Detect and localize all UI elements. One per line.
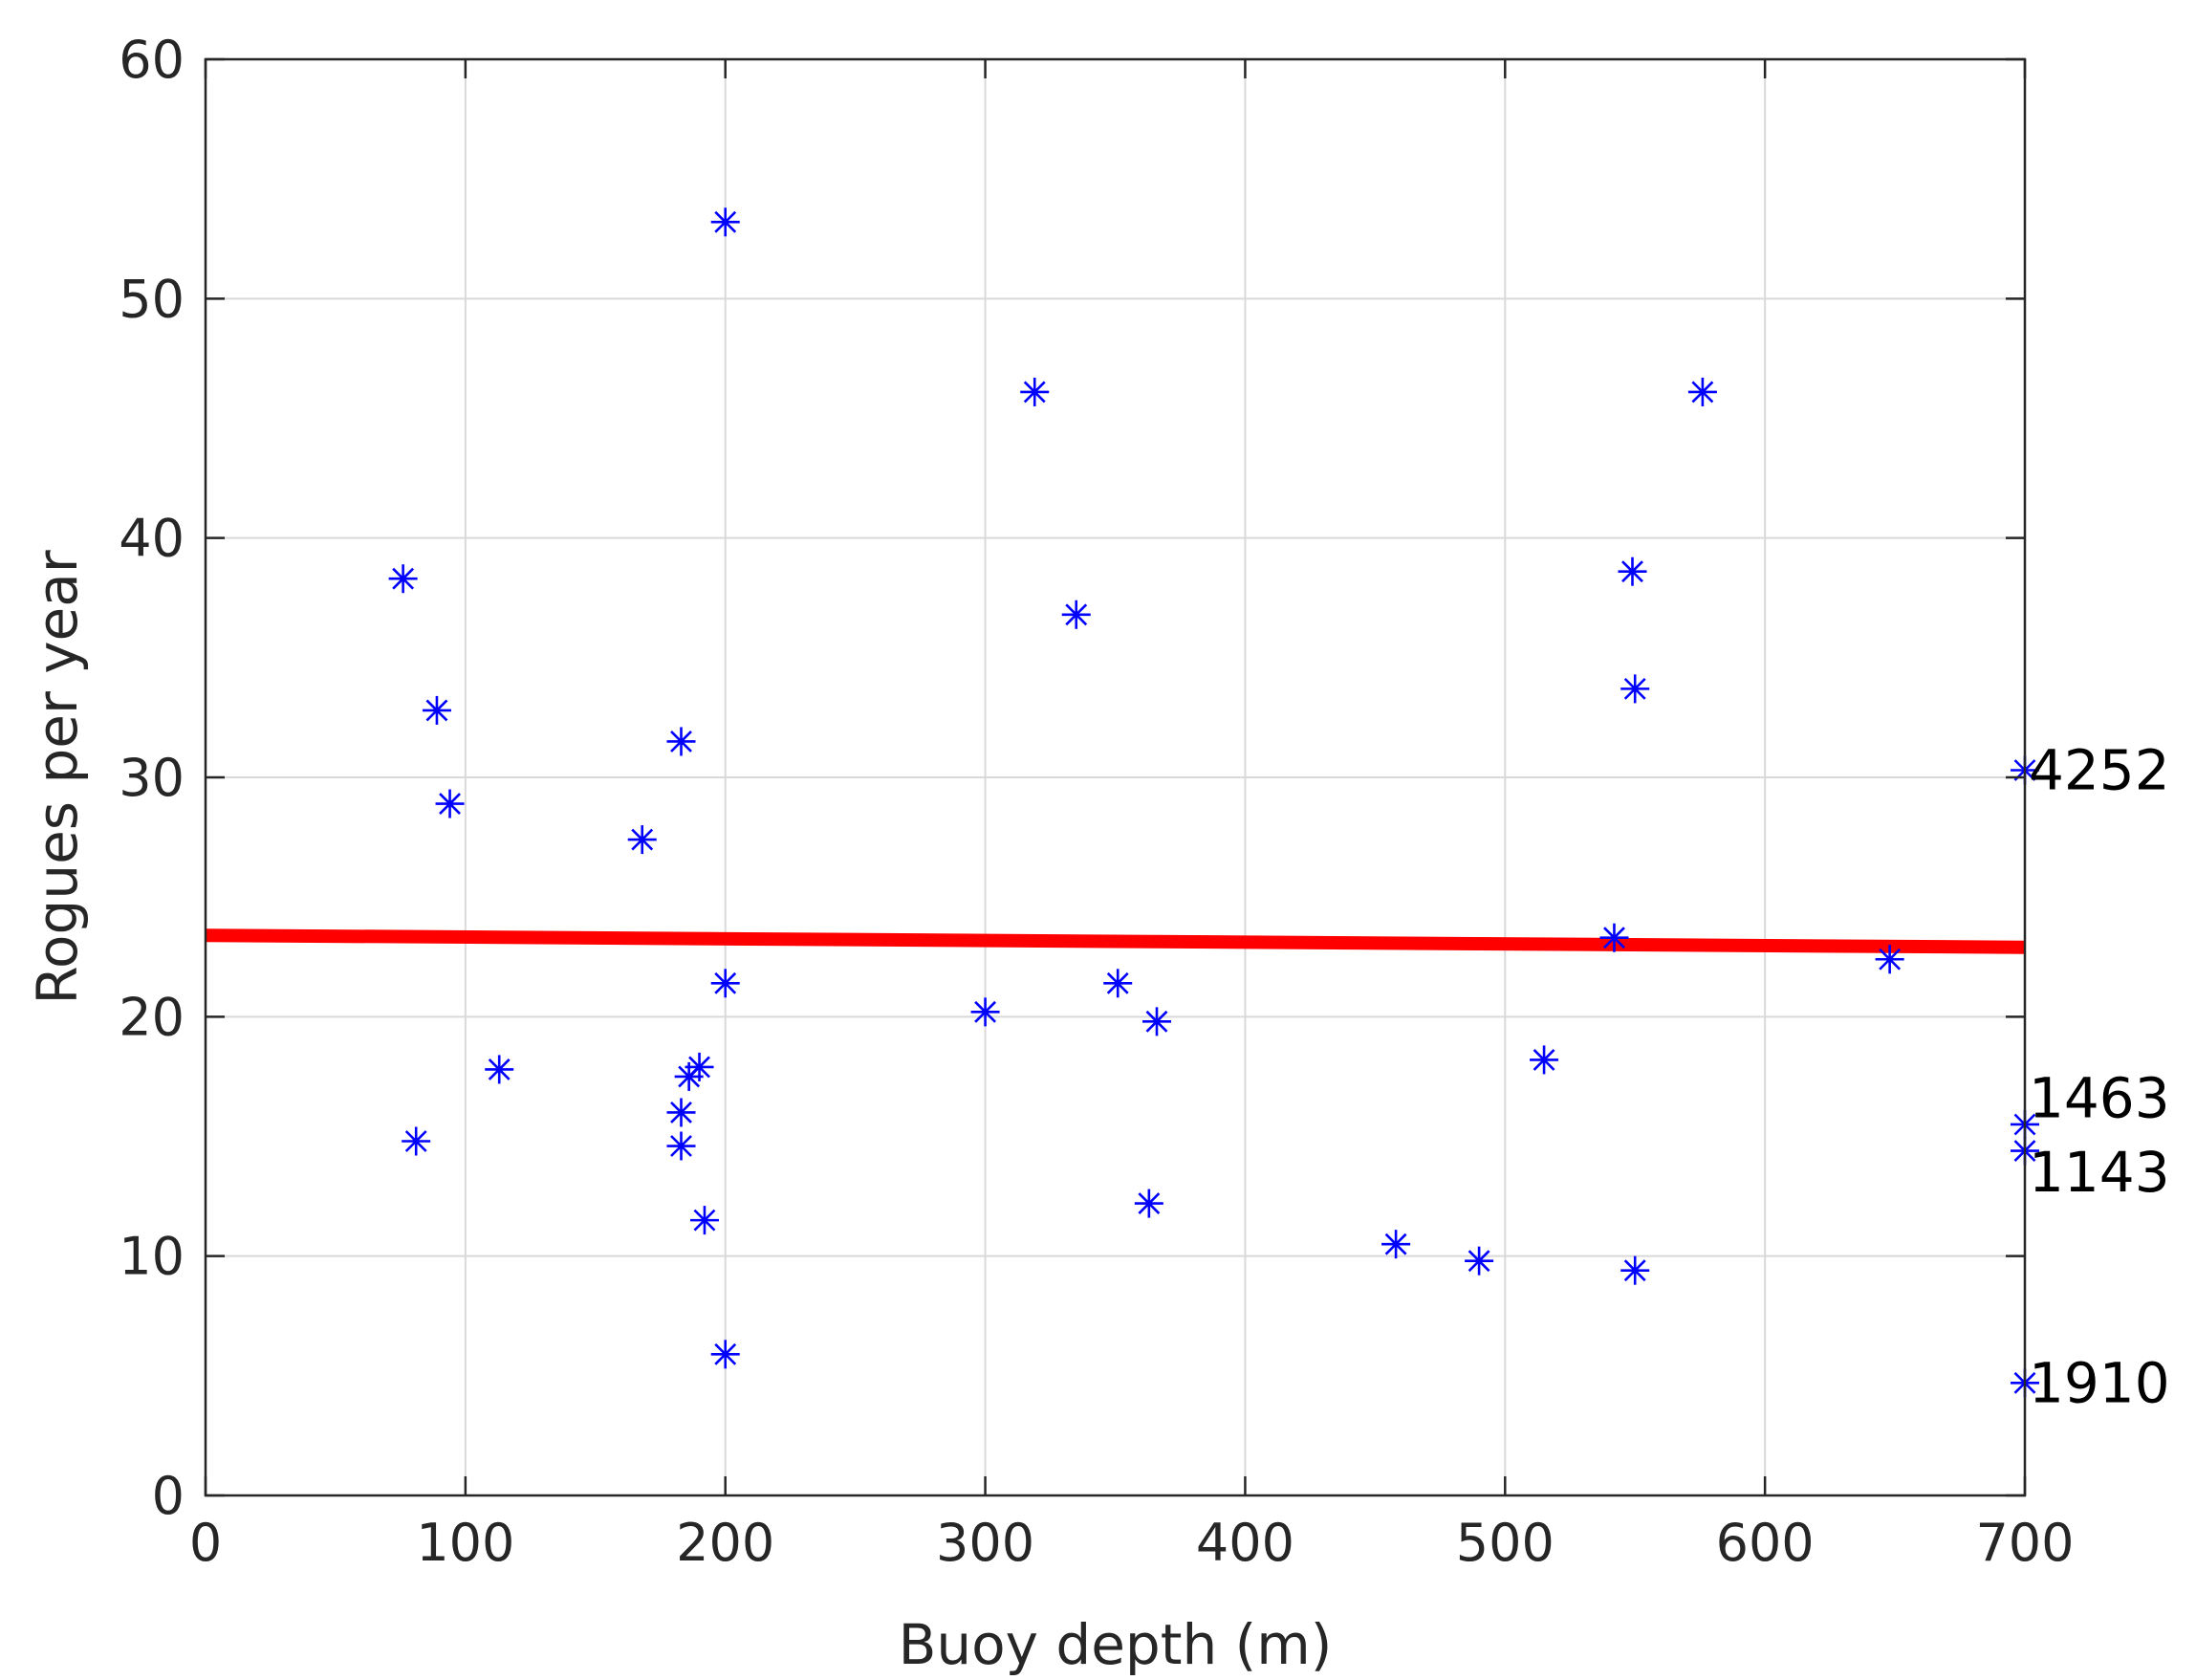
x-axis-label: Buoy depth (m) [899, 1612, 1333, 1677]
point-annotation: 1143 [2029, 1140, 2170, 1205]
trend-line [205, 928, 2026, 954]
data-point [1134, 1189, 1163, 1218]
data-point [435, 789, 465, 818]
y-tick-label: 60 [119, 30, 185, 90]
data-point [710, 1340, 740, 1369]
point-annotation: 4252 [2029, 737, 2170, 802]
point-annotation: 1463 [2029, 1065, 2170, 1130]
y-tick-label: 40 [119, 509, 185, 569]
data-point [1020, 377, 1050, 406]
grid-lines [206, 59, 2025, 1495]
data-point [422, 695, 451, 725]
data-point [666, 1131, 696, 1161]
y-tick-label: 10 [119, 1227, 185, 1287]
data-point [402, 1126, 431, 1156]
x-tick-label: 600 [1716, 1513, 1815, 1573]
x-tick-label: 700 [1975, 1513, 2074, 1573]
y-tick-label: 20 [119, 987, 185, 1047]
axis-ticks: 0 100 200 300 400 500 600 700 0 10 20 30 40 50 60 [119, 30, 2074, 1573]
x-tick-label: 400 [1196, 1513, 1294, 1573]
data-point [1875, 945, 1904, 974]
y-tick-label: 50 [119, 269, 185, 329]
data-point [388, 564, 418, 594]
data-point [666, 727, 696, 756]
x-tick-label: 200 [676, 1513, 774, 1573]
data-point [1381, 1230, 1411, 1259]
data-point [1620, 674, 1650, 704]
data-point [710, 969, 740, 998]
data-point [1687, 377, 1717, 406]
data-point [1465, 1246, 1494, 1276]
data-points [388, 207, 2039, 1398]
data-point [666, 1098, 696, 1127]
trend-line-layer [205, 928, 2026, 954]
data-point [710, 207, 740, 237]
x-tick-label: 0 [189, 1513, 222, 1573]
data-point [1141, 1007, 1171, 1036]
x-tick-label: 500 [1456, 1513, 1555, 1573]
data-point [1103, 969, 1133, 998]
y-tick-label: 0 [152, 1466, 185, 1526]
data-point [1061, 600, 1091, 629]
y-tick-label: 30 [119, 748, 185, 808]
x-tick-label: 300 [936, 1513, 1034, 1573]
point-annotations: 4252 1463 1143 1910 [2029, 737, 2170, 1415]
data-point [627, 825, 657, 855]
data-point [1618, 556, 1647, 586]
data-point [1530, 1045, 1559, 1075]
x-tick-label: 100 [416, 1513, 514, 1573]
data-point [685, 1052, 714, 1081]
data-point [1599, 923, 1629, 952]
y-axis-label: Rogues per year [25, 550, 90, 1004]
data-point [689, 1206, 719, 1235]
data-point [1620, 1255, 1650, 1285]
data-point [485, 1055, 514, 1084]
data-point [970, 997, 1000, 1027]
point-annotation: 1910 [2029, 1350, 2170, 1415]
